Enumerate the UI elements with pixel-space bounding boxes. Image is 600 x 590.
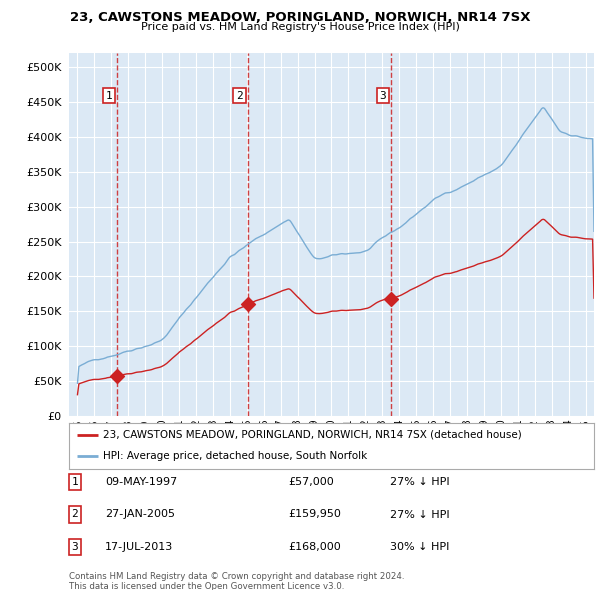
- Text: 27-JAN-2005: 27-JAN-2005: [105, 510, 175, 519]
- Text: 1: 1: [71, 477, 79, 487]
- Text: £57,000: £57,000: [288, 477, 334, 487]
- Text: Price paid vs. HM Land Registry's House Price Index (HPI): Price paid vs. HM Land Registry's House …: [140, 22, 460, 32]
- Text: £159,950: £159,950: [288, 510, 341, 519]
- Text: 3: 3: [380, 90, 386, 100]
- Text: 23, CAWSTONS MEADOW, PORINGLAND, NORWICH, NR14 7SX: 23, CAWSTONS MEADOW, PORINGLAND, NORWICH…: [70, 11, 530, 24]
- Point: [243, 300, 253, 309]
- Text: 09-MAY-1997: 09-MAY-1997: [105, 477, 177, 487]
- Text: 3: 3: [71, 542, 79, 552]
- Text: 30% ↓ HPI: 30% ↓ HPI: [390, 542, 449, 552]
- Text: 2: 2: [236, 90, 243, 100]
- Text: 27% ↓ HPI: 27% ↓ HPI: [390, 510, 449, 519]
- Text: This data is licensed under the Open Government Licence v3.0.: This data is licensed under the Open Gov…: [69, 582, 344, 590]
- Text: Contains HM Land Registry data © Crown copyright and database right 2024.: Contains HM Land Registry data © Crown c…: [69, 572, 404, 581]
- Text: £168,000: £168,000: [288, 542, 341, 552]
- Text: 27% ↓ HPI: 27% ↓ HPI: [390, 477, 449, 487]
- Text: 1: 1: [106, 90, 112, 100]
- Text: 23, CAWSTONS MEADOW, PORINGLAND, NORWICH, NR14 7SX (detached house): 23, CAWSTONS MEADOW, PORINGLAND, NORWICH…: [103, 430, 522, 440]
- Point: [113, 372, 122, 381]
- Text: 2: 2: [71, 510, 79, 519]
- Point: [386, 294, 396, 303]
- Text: HPI: Average price, detached house, South Norfolk: HPI: Average price, detached house, Sout…: [103, 451, 367, 461]
- Text: 17-JUL-2013: 17-JUL-2013: [105, 542, 173, 552]
